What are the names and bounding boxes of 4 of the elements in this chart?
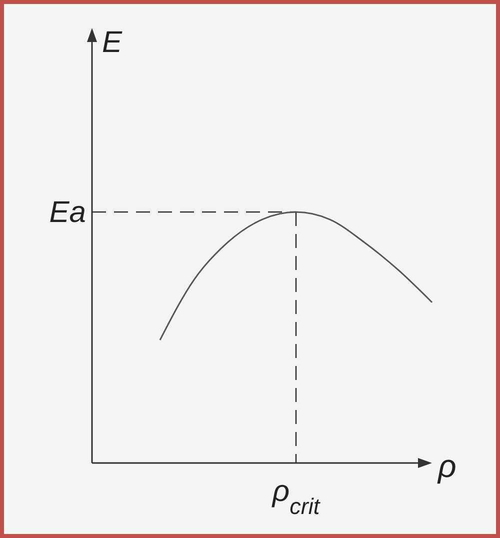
ref-line-label: Ea xyxy=(49,196,86,229)
x-axis-title: ρ xyxy=(437,448,456,484)
text: E xyxy=(102,26,123,59)
text: ρ$_{crit}$ xyxy=(271,475,322,518)
